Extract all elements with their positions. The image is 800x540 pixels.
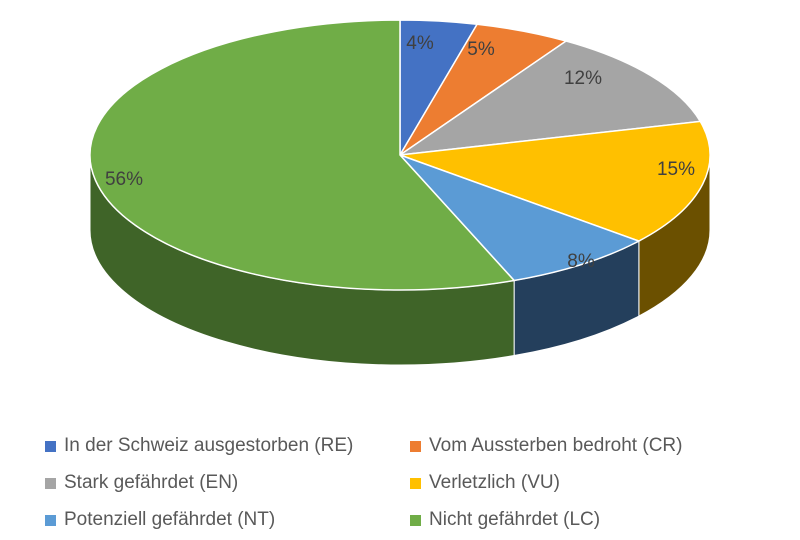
data-label: 12%: [564, 68, 602, 89]
data-label: 4%: [406, 33, 434, 54]
data-label: 8%: [567, 251, 595, 272]
data-label: 15%: [657, 159, 695, 180]
pie-slice-5: [89, 19, 516, 291]
pie-slice-4: [399, 154, 641, 282]
pie-slice-3: [399, 120, 711, 242]
data-label: 56%: [105, 169, 143, 190]
data-label: 5%: [467, 39, 495, 60]
pie-slice-2: [399, 40, 702, 156]
